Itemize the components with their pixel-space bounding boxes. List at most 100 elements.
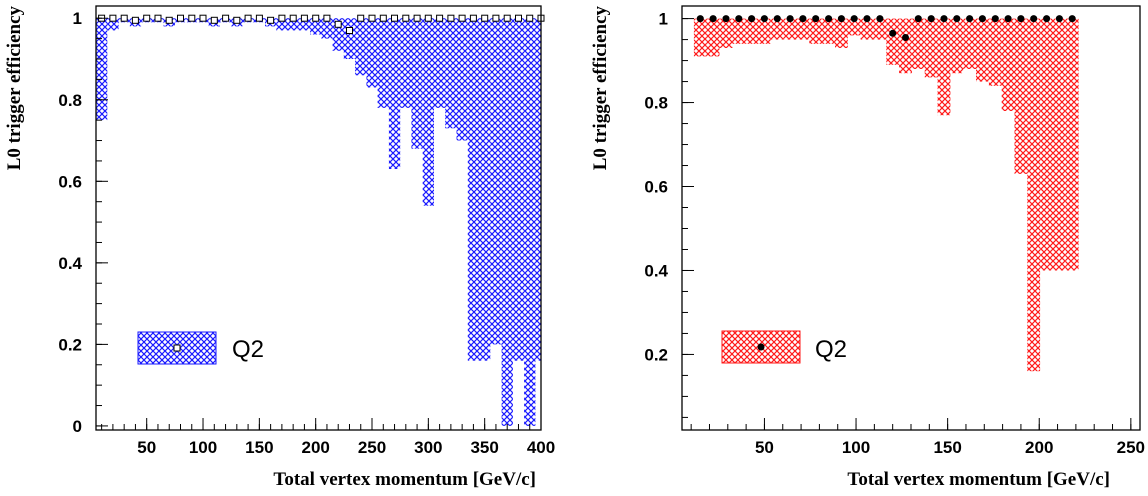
- right-data-point-16: [902, 34, 909, 41]
- left-error-band-23: [355, 18, 367, 76]
- right-x-tick-label-4: 250: [1117, 438, 1145, 457]
- right-y-tick-label-2: 0.6: [644, 178, 668, 197]
- right-error-band-22: [976, 18, 989, 82]
- left-error-band-38: [524, 18, 536, 426]
- left-error-band-19: [310, 18, 322, 35]
- right-bands: [693, 18, 1079, 372]
- left-data-point-30: [436, 14, 444, 22]
- left-data-point-14: [255, 14, 263, 22]
- right-data-point-26: [1030, 15, 1038, 23]
- left-error-band-29: [422, 18, 434, 206]
- right-x-tick-label-1: 100: [842, 438, 870, 457]
- left-x-tick-label-5: 300: [414, 438, 442, 457]
- left-data-point-38: [526, 14, 534, 22]
- left-data-point-6: [165, 16, 173, 24]
- left-error-band-21: [332, 18, 344, 51]
- left-data-point-25: [379, 14, 387, 22]
- right-data-point-21: [966, 15, 974, 23]
- left-data-point-34: [481, 14, 489, 22]
- left-bands: [96, 18, 541, 426]
- left-data-point-22: [346, 27, 353, 34]
- left-y-axis-title: L0 trigger efficiency: [4, 6, 25, 171]
- right-data-point-18: [927, 15, 935, 23]
- right-error-band-20: [950, 18, 964, 74]
- left-data-point-23: [357, 14, 365, 22]
- right-data-point-8: [799, 15, 807, 23]
- left-data-point-29: [424, 14, 432, 22]
- right-data-point-0: [696, 15, 704, 23]
- left-y-tick-label-0: 0: [73, 417, 82, 436]
- right-error-band-1: [706, 18, 720, 57]
- right-data-point-23: [991, 15, 999, 23]
- left-data-point-31: [447, 14, 455, 22]
- left-data-point-24: [368, 14, 376, 22]
- right-data-point-10: [825, 15, 833, 23]
- left-x-tick-label-3: 200: [301, 438, 329, 457]
- right-error-band-13: [860, 18, 874, 40]
- right-data-point-25: [1017, 15, 1025, 23]
- left-data-point-28: [413, 14, 421, 22]
- right-error-band-6: [770, 18, 784, 40]
- right-error-band-14: [873, 18, 887, 40]
- right-data-point-4: [748, 15, 756, 23]
- left-error-band-32: [456, 18, 468, 141]
- right-error-band-23: [988, 18, 1002, 86]
- left-x-tick-label-6: 350: [470, 438, 498, 457]
- right-error-band-5: [758, 18, 771, 44]
- left-data-point-10: [210, 16, 218, 24]
- left-y-tick-label-2: 0.4: [58, 254, 82, 273]
- right-error-band-26: [1027, 18, 1041, 372]
- right-legend-marker: [757, 343, 765, 351]
- right-data-point-29: [1068, 15, 1076, 23]
- right-y-axis-title: L0 trigger efficiency: [590, 6, 611, 171]
- left-data-point-3: [131, 16, 139, 24]
- left-legend-label: Q2: [232, 336, 264, 363]
- right-error-band-3: [732, 18, 746, 44]
- right-data-point-24: [1004, 15, 1012, 23]
- left-data-point-21: [334, 20, 342, 28]
- left-error-band-27: [400, 18, 412, 108]
- left-error-band-36: [501, 18, 513, 426]
- left-error-band-35: [490, 18, 502, 345]
- right-y-tick-label-0: 0.2: [644, 345, 668, 364]
- left-data-point-35: [492, 14, 500, 22]
- right-data-point-13: [863, 15, 871, 23]
- right-x-tick-label-2: 150: [933, 438, 961, 457]
- right-data-point-6: [773, 15, 781, 23]
- left-x-tick-label-4: 250: [358, 438, 386, 457]
- right-x-ticks: 50 100 150 200 250: [690, 418, 1145, 457]
- right-error-band-12: [847, 18, 861, 36]
- left-plot-frame: [95, 5, 542, 431]
- left-data-point-27: [402, 14, 410, 22]
- left-data-point-15: [267, 16, 275, 24]
- right-error-band-18: [924, 18, 938, 78]
- left-y-tick-label-1: 0.2: [58, 335, 82, 354]
- left-error-band-16: [276, 18, 288, 31]
- left-y-ticks: 0 0.2 0.4 0.6 0.8 1: [58, 9, 108, 436]
- right-data-point-3: [735, 15, 743, 23]
- right-data-point-15: [889, 29, 897, 37]
- right-error-band-21: [963, 18, 976, 70]
- right-markers: [696, 15, 1076, 41]
- right-error-band-4: [745, 18, 758, 44]
- right-data-point-20: [953, 15, 961, 23]
- left-legend: Q2: [137, 331, 264, 365]
- left-error-band-1: [107, 18, 119, 31]
- left-data-point-17: [289, 14, 297, 22]
- right-error-band-29: [1065, 18, 1079, 271]
- right-error-band-16: [899, 18, 912, 74]
- right-data-point-27: [1043, 15, 1051, 23]
- left-x-tick-label-0: 50: [137, 438, 156, 457]
- left-error-band-18: [298, 18, 311, 31]
- right-error-band-27: [1040, 18, 1053, 271]
- left-y-tick-label-3: 0.6: [58, 172, 82, 191]
- right-error-band-17: [911, 18, 925, 70]
- left-data-point-8: [188, 14, 196, 22]
- left-error-band-20: [321, 18, 333, 39]
- left-x-tick-label-2: 150: [245, 438, 273, 457]
- left-x-ticks: 50 100 150 200 250 300 350 400: [101, 418, 555, 457]
- right-error-band-7: [783, 18, 797, 40]
- left-error-band-37: [512, 18, 525, 361]
- right-data-point-5: [760, 15, 768, 23]
